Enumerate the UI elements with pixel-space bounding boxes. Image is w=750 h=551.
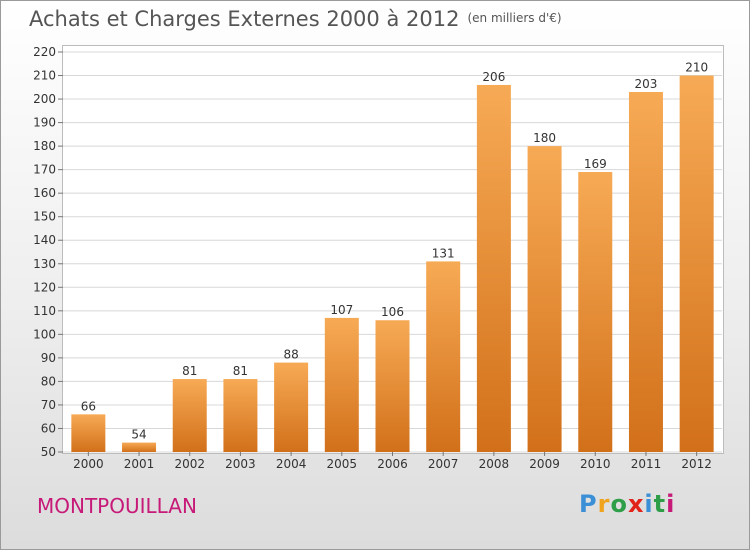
- logo-letter: r: [597, 490, 611, 518]
- bar-2006: [375, 320, 410, 452]
- y-tick-label: 90: [41, 351, 56, 365]
- bars: [71, 75, 714, 453]
- y-tick-label: 190: [33, 116, 56, 130]
- y-tick-label: 210: [33, 69, 56, 83]
- y-tick-label: 200: [33, 92, 56, 106]
- chart-title: Achats et Charges Externes 2000 à 2012 (e…: [29, 7, 562, 31]
- data-label-2002: 81: [182, 364, 197, 378]
- bar-2005: [324, 317, 359, 452]
- y-tick-label: 180: [33, 139, 56, 153]
- logo-letter: i: [666, 490, 676, 518]
- logo-letter: P: [579, 490, 598, 518]
- x-tick-label-2008: 2008: [479, 457, 510, 471]
- logo-letter: o: [610, 490, 628, 518]
- title-text: Achats et Charges Externes 2000 à 2012: [29, 7, 460, 31]
- proxiti-logo: Proxiti: [579, 490, 675, 518]
- y-tick-label: 100: [33, 327, 56, 341]
- data-label-2005: 107: [330, 303, 353, 317]
- y-tick-label: 140: [33, 233, 56, 247]
- y-axis-ticks: 50 60 70 80 90 100 110 120 130 140 150 160 170 180 190…: [33, 45, 63, 459]
- x-tick-label-2004: 2004: [276, 457, 307, 471]
- x-tick-label-2011: 2011: [631, 457, 662, 471]
- logo-letter: t: [653, 490, 667, 518]
- x-tick-label-2000: 2000: [73, 457, 104, 471]
- x-tick-label-2009: 2009: [529, 457, 560, 471]
- data-label-2007: 131: [432, 246, 455, 260]
- unit-label: (en milliers d'€): [467, 11, 562, 25]
- y-tick-label: 220: [33, 45, 56, 59]
- y-tick-label: 160: [33, 186, 56, 200]
- data-labels: 66 54 81 81 88 107 106 131 206 180 169 203 210: [81, 61, 708, 442]
- y-tick-label: 70: [41, 398, 56, 412]
- bar-2012: [679, 75, 714, 452]
- bar-2007: [426, 261, 461, 452]
- data-label-2004: 88: [283, 348, 298, 362]
- x-tick-label-2001: 2001: [124, 457, 155, 471]
- x-tick-label-2005: 2005: [327, 457, 358, 471]
- y-tick-label: 120: [33, 280, 56, 294]
- bar-2002: [172, 379, 207, 452]
- bar-2009: [527, 146, 562, 452]
- logo-letter: i: [644, 490, 654, 518]
- y-tick-label: 80: [41, 374, 56, 388]
- logo-letter: x: [627, 490, 645, 518]
- data-label-2003: 81: [233, 364, 248, 378]
- x-tick-label-2003: 2003: [225, 457, 256, 471]
- y-tick-label: 170: [33, 163, 56, 177]
- y-tick-label: 130: [33, 257, 56, 271]
- y-tick-label: 110: [33, 304, 56, 318]
- data-label-2000: 66: [81, 399, 96, 413]
- x-tick-label-2007: 2007: [428, 457, 459, 471]
- bar-2010: [578, 172, 613, 452]
- town-name: MONTPOUILLAN: [37, 494, 197, 518]
- data-label-2009: 180: [533, 131, 556, 145]
- bar-2001: [122, 442, 157, 452]
- data-label-2001: 54: [131, 428, 146, 442]
- x-tick-label-2006: 2006: [377, 457, 408, 471]
- x-tick-label-2010: 2010: [580, 457, 611, 471]
- bar-2004: [274, 362, 309, 452]
- y-tick-label: 50: [41, 445, 56, 459]
- y-tick-label: 60: [41, 421, 56, 435]
- data-label-2012: 210: [685, 61, 708, 75]
- bar-2008: [476, 84, 511, 453]
- data-label-2011: 203: [635, 77, 658, 91]
- bar-2011: [628, 92, 663, 452]
- bar-2003: [223, 379, 258, 452]
- data-label-2008: 206: [482, 70, 505, 84]
- x-tick-label-2012: 2012: [681, 457, 712, 471]
- x-tick-label-2002: 2002: [174, 457, 205, 471]
- data-label-2006: 106: [381, 305, 404, 319]
- y-tick-label: 150: [33, 210, 56, 224]
- bar-2000: [71, 414, 106, 452]
- x-axis-ticks: 2000 2001 2002 2003 2004 2005 2006 2007 2008 2009…: [73, 452, 712, 471]
- data-label-2010: 169: [584, 157, 607, 171]
